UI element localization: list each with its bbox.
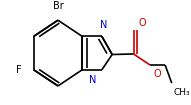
Text: N: N [89, 75, 97, 85]
Text: O: O [139, 18, 146, 28]
Text: Br: Br [53, 1, 63, 11]
Text: N: N [100, 20, 107, 30]
Text: CH₃: CH₃ [173, 88, 190, 97]
Text: F: F [15, 65, 21, 75]
Text: O: O [154, 69, 161, 79]
